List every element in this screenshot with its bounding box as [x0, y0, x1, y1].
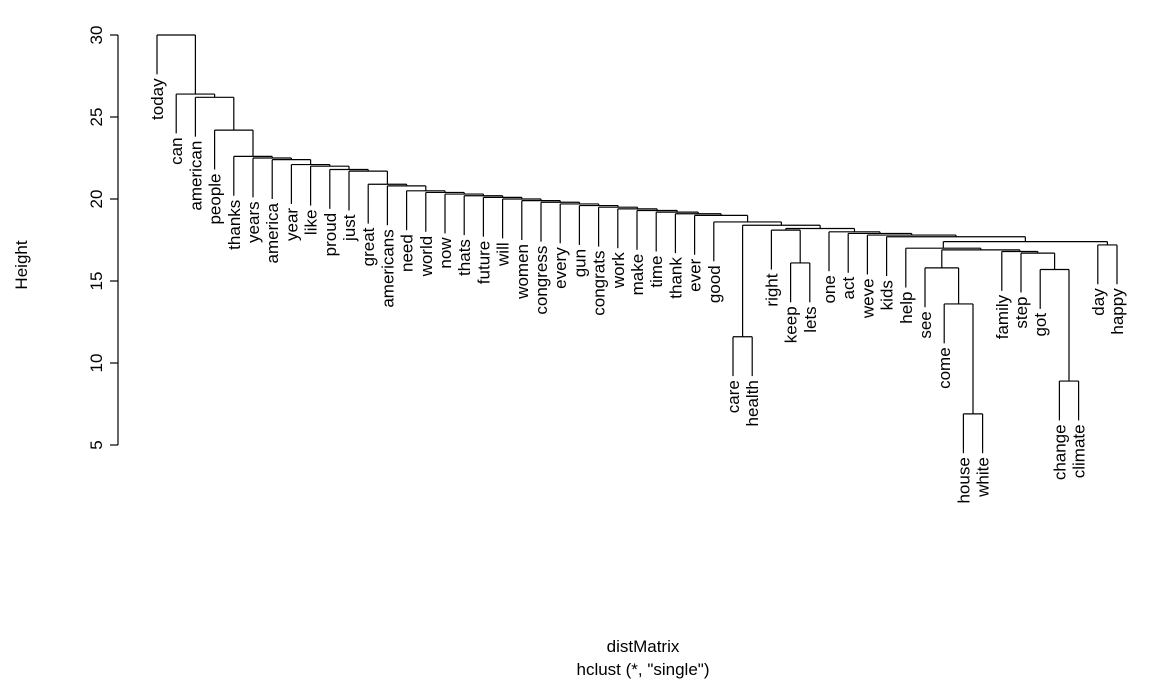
leaf-label-care: care [724, 380, 743, 413]
leaf-label-congrats: congrats [590, 251, 609, 316]
leaf-label-act: act [839, 277, 858, 300]
y-tick-label: 20 [87, 190, 106, 209]
chart-subtitle: hclust (*, "single") [576, 660, 709, 679]
leaf-label-help: help [897, 292, 916, 324]
y-tick-label: 5 [87, 440, 106, 449]
y-tick-label: 30 [87, 26, 106, 45]
leaf-label-can: can [167, 137, 186, 164]
leaf-label-see: see [916, 311, 935, 338]
leaf-label-need: need [398, 234, 417, 272]
leaf-label-one: one [820, 275, 839, 303]
leaf-label-now: now [436, 237, 455, 269]
dendrogram-branches [157, 35, 1117, 453]
leaf-label-proud: proud [321, 213, 340, 256]
leaf-label-years: years [244, 201, 263, 243]
leaf-label-lets: lets [801, 306, 820, 332]
leaf-label-family: family [993, 294, 1012, 339]
leaf-label-got: got [1031, 313, 1050, 337]
leaf-label-will: will [494, 242, 513, 267]
leaf-label-world: world [417, 236, 436, 278]
leaf-label-make: make [628, 254, 647, 296]
y-axis: 5 10 15 20 25 30 [87, 26, 118, 450]
leaf-label-health: health [743, 380, 762, 426]
leaf-label-congress: congress [532, 246, 551, 315]
leaf-label-weve: weve [858, 278, 877, 319]
leaf-label-gun: gun [570, 249, 589, 277]
y-tick-label: 10 [87, 354, 106, 373]
leaf-label-thats: thats [455, 239, 474, 276]
leaf-label-change: change [1050, 424, 1069, 480]
leaf-label-keep: keep [782, 306, 801, 343]
leaf-label-white: white [974, 457, 993, 498]
leaf-label-every: every [551, 247, 570, 289]
leaf-label-come: come [935, 347, 954, 389]
leaf-label-happy: happy [1108, 288, 1127, 335]
leaf-label-thank: thank [666, 257, 685, 299]
leaf-label-women: women [513, 244, 532, 300]
leaf-label-work: work [609, 252, 628, 289]
leaf-label-ever: ever [686, 258, 705, 291]
y-axis-title: Height [12, 240, 31, 289]
leaf-label-future: future [474, 241, 493, 284]
leaf-label-right: right [762, 273, 781, 306]
y-tick-label: 15 [87, 272, 106, 291]
leaf-label-kids: kids [878, 280, 897, 310]
leaf-label-just: just [340, 214, 359, 242]
leaf-label-day: day [1089, 288, 1108, 316]
leaf-label-american: american [186, 141, 205, 211]
leaf-label-people: people [206, 173, 225, 224]
leaf-label-like: like [302, 210, 321, 236]
leaf-label-house: house [954, 457, 973, 503]
leaf-label-year: year [282, 208, 301, 241]
leaf-label-step: step [1012, 296, 1031, 328]
leaf-label-americans: americans [378, 229, 397, 307]
leaf-label-thanks: thanks [225, 200, 244, 250]
leaf-label-great: great [359, 227, 378, 266]
leaf-label-america: america [263, 202, 282, 263]
x-axis-title: distMatrix [607, 637, 680, 656]
y-tick-label: 25 [87, 108, 106, 127]
leaf-label-today: today [148, 78, 167, 120]
leaf-label-climate: climate [1070, 424, 1089, 478]
leaf-label-time: time [647, 255, 666, 287]
leaf-label-good: good [705, 265, 724, 303]
